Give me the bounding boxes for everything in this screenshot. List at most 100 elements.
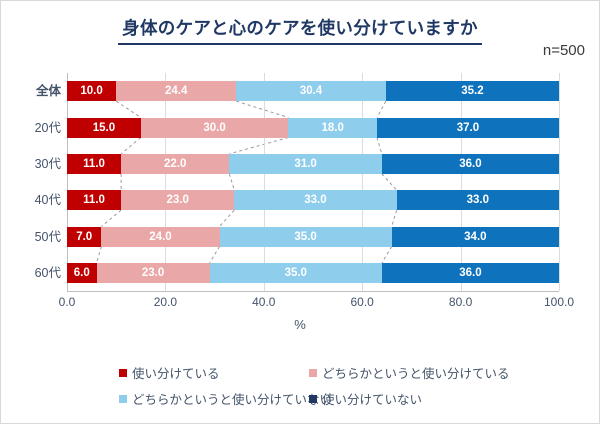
bar-value-label: 24.4 [165, 85, 188, 98]
gridline [460, 73, 462, 291]
category-label: 全体 [35, 84, 61, 99]
x-axis-tick-label: 60.0 [350, 295, 374, 309]
bar-segment: 36.0 [381, 153, 559, 174]
sample-size-label: n=500 [542, 42, 585, 59]
bar-segment: 35.0 [219, 226, 392, 247]
bar-value-label: 7.0 [76, 230, 93, 243]
legend-item[interactable]: どちらかというと使い分けていない [119, 389, 332, 408]
bar-segment: 11.0 [67, 190, 122, 211]
bar-segment: 33.0 [396, 190, 559, 211]
chart-title-wrap: 身体のケアと心のケアを使い分けていますか [1, 15, 599, 45]
bar-segment: 11.0 [67, 153, 122, 174]
bar-segment: 24.0 [101, 226, 220, 247]
x-axis-tick-label: 80.0 [448, 295, 473, 309]
bar-segment: 22.0 [121, 153, 230, 174]
legend-row-bottom: どちらかというと使い分けていない 使い分けていない [1, 389, 599, 415]
legend-label: 使い分けていない [322, 393, 423, 407]
x-axis-title: % [294, 317, 306, 332]
bar-segment: 23.0 [121, 190, 235, 211]
x-axis-tick-label: 0.0 [58, 295, 76, 309]
category-label: 30代 [34, 156, 61, 171]
bar-segment: 30.4 [236, 81, 386, 102]
bar-row: 11.0 22.0 31.0 36.0 [67, 153, 559, 174]
bar-row: 10.0 24.4 30.4 35.2 [67, 81, 559, 102]
bar-row: 7.0 24.0 35.0 34.0 [67, 226, 559, 247]
connector-line [209, 246, 220, 264]
legend-item[interactable]: 使い分けている [119, 363, 220, 382]
bar-value-label: 24.0 [149, 230, 172, 243]
connector-line [376, 100, 387, 118]
legend-swatch-icon [119, 394, 127, 403]
bar-value-label: 23.0 [166, 194, 189, 207]
bar-segment: 36.0 [381, 262, 559, 283]
bar-value-label: 35.0 [284, 266, 307, 279]
connector-line [120, 137, 142, 155]
bar-segment: 6.0 [67, 262, 97, 283]
legend-swatch-icon [119, 368, 127, 377]
legend-swatch-icon [309, 394, 317, 403]
bar-value-label: 33.0 [466, 194, 489, 207]
bar-segment: 37.0 [376, 117, 559, 138]
category-label: 20代 [34, 120, 61, 135]
connector-line [391, 210, 398, 227]
bar-row: 11.0 23.0 33.0 33.0 [67, 190, 559, 211]
bar-value-label: 6.0 [73, 266, 90, 279]
gridline [362, 73, 364, 291]
bar-value-label: 11.0 [83, 157, 105, 170]
bar-segment: 24.4 [116, 81, 237, 102]
bar-value-label: 10.0 [80, 85, 103, 98]
legend-item[interactable]: どちらかというと使い分けている [309, 363, 510, 382]
legend-swatch-icon [309, 368, 317, 377]
bar-value-label: 35.0 [294, 230, 317, 243]
bar-segment: 33.0 [234, 190, 397, 211]
legend-label: どちらかというと使い分けていない [132, 393, 333, 407]
connector-line [229, 137, 289, 155]
bar-row: 15.0 30.0 18.0 37.0 [67, 117, 559, 138]
page-title: 身体のケアと心のケアを使い分けていますか [118, 15, 482, 45]
bar-value-label: 30.4 [299, 85, 323, 98]
bar-value-label: 23.0 [141, 266, 165, 279]
bar-segment: 15.0 [67, 117, 141, 138]
bar-value-label: 37.0 [456, 121, 480, 134]
legend-label: 使い分けている [132, 367, 220, 381]
x-axis-tick-label: 20.0 [153, 295, 178, 309]
bar-value-label: 36.0 [459, 157, 482, 170]
gridline [165, 73, 167, 291]
connector-line [376, 137, 383, 154]
legend-item[interactable]: 使い分けていない [309, 389, 422, 408]
bar-value-label: 30.0 [203, 121, 226, 134]
bar-segment: 35.0 [209, 262, 382, 283]
bar-value-label: 33.0 [304, 194, 327, 207]
category-label: 50代 [34, 229, 61, 244]
connector-line [219, 209, 235, 227]
connector-line [101, 209, 122, 227]
bar-segment: 30.0 [140, 117, 289, 138]
connector-line [115, 100, 142, 118]
bar-segment: 35.2 [385, 81, 559, 102]
bar-value-label: 35.2 [461, 85, 484, 98]
x-axis-line [67, 291, 559, 292]
bar-row: 6.0 23.0 35.0 36.0 [67, 262, 559, 283]
bar-value-label: 11.0 [83, 194, 105, 207]
bar-segment: 34.0 [391, 226, 559, 247]
chart-legend: 使い分けている どちらかというと使い分けている どちらかというと使い分けていない使… [1, 363, 599, 415]
category-label: 60代 [34, 265, 61, 280]
gridline [559, 73, 560, 291]
connector-line [236, 100, 289, 118]
bar-value-label: 34.0 [464, 230, 487, 243]
bar-value-label: 15.0 [92, 121, 116, 134]
bar-segment: 7.0 [67, 226, 102, 247]
bar-value-label: 18.0 [321, 121, 344, 134]
connector-line [96, 246, 102, 263]
bar-value-label: 31.0 [294, 157, 317, 170]
bar-segment: 10.0 [67, 81, 117, 102]
plot-area: 10.0 24.4 30.4 35.2 15.0 30.0 18.0 37.0 11.0 22.0… [67, 73, 560, 291]
legend-label: どちらかというと使い分けている [322, 367, 510, 381]
bar-segment: 23.0 [96, 262, 210, 283]
x-axis-tick-label: 100.0 [543, 295, 575, 309]
bar-segment: 18.0 [288, 117, 377, 138]
bar-value-label: 36.0 [459, 266, 482, 279]
connector-line [381, 173, 398, 191]
gridline [67, 73, 68, 291]
